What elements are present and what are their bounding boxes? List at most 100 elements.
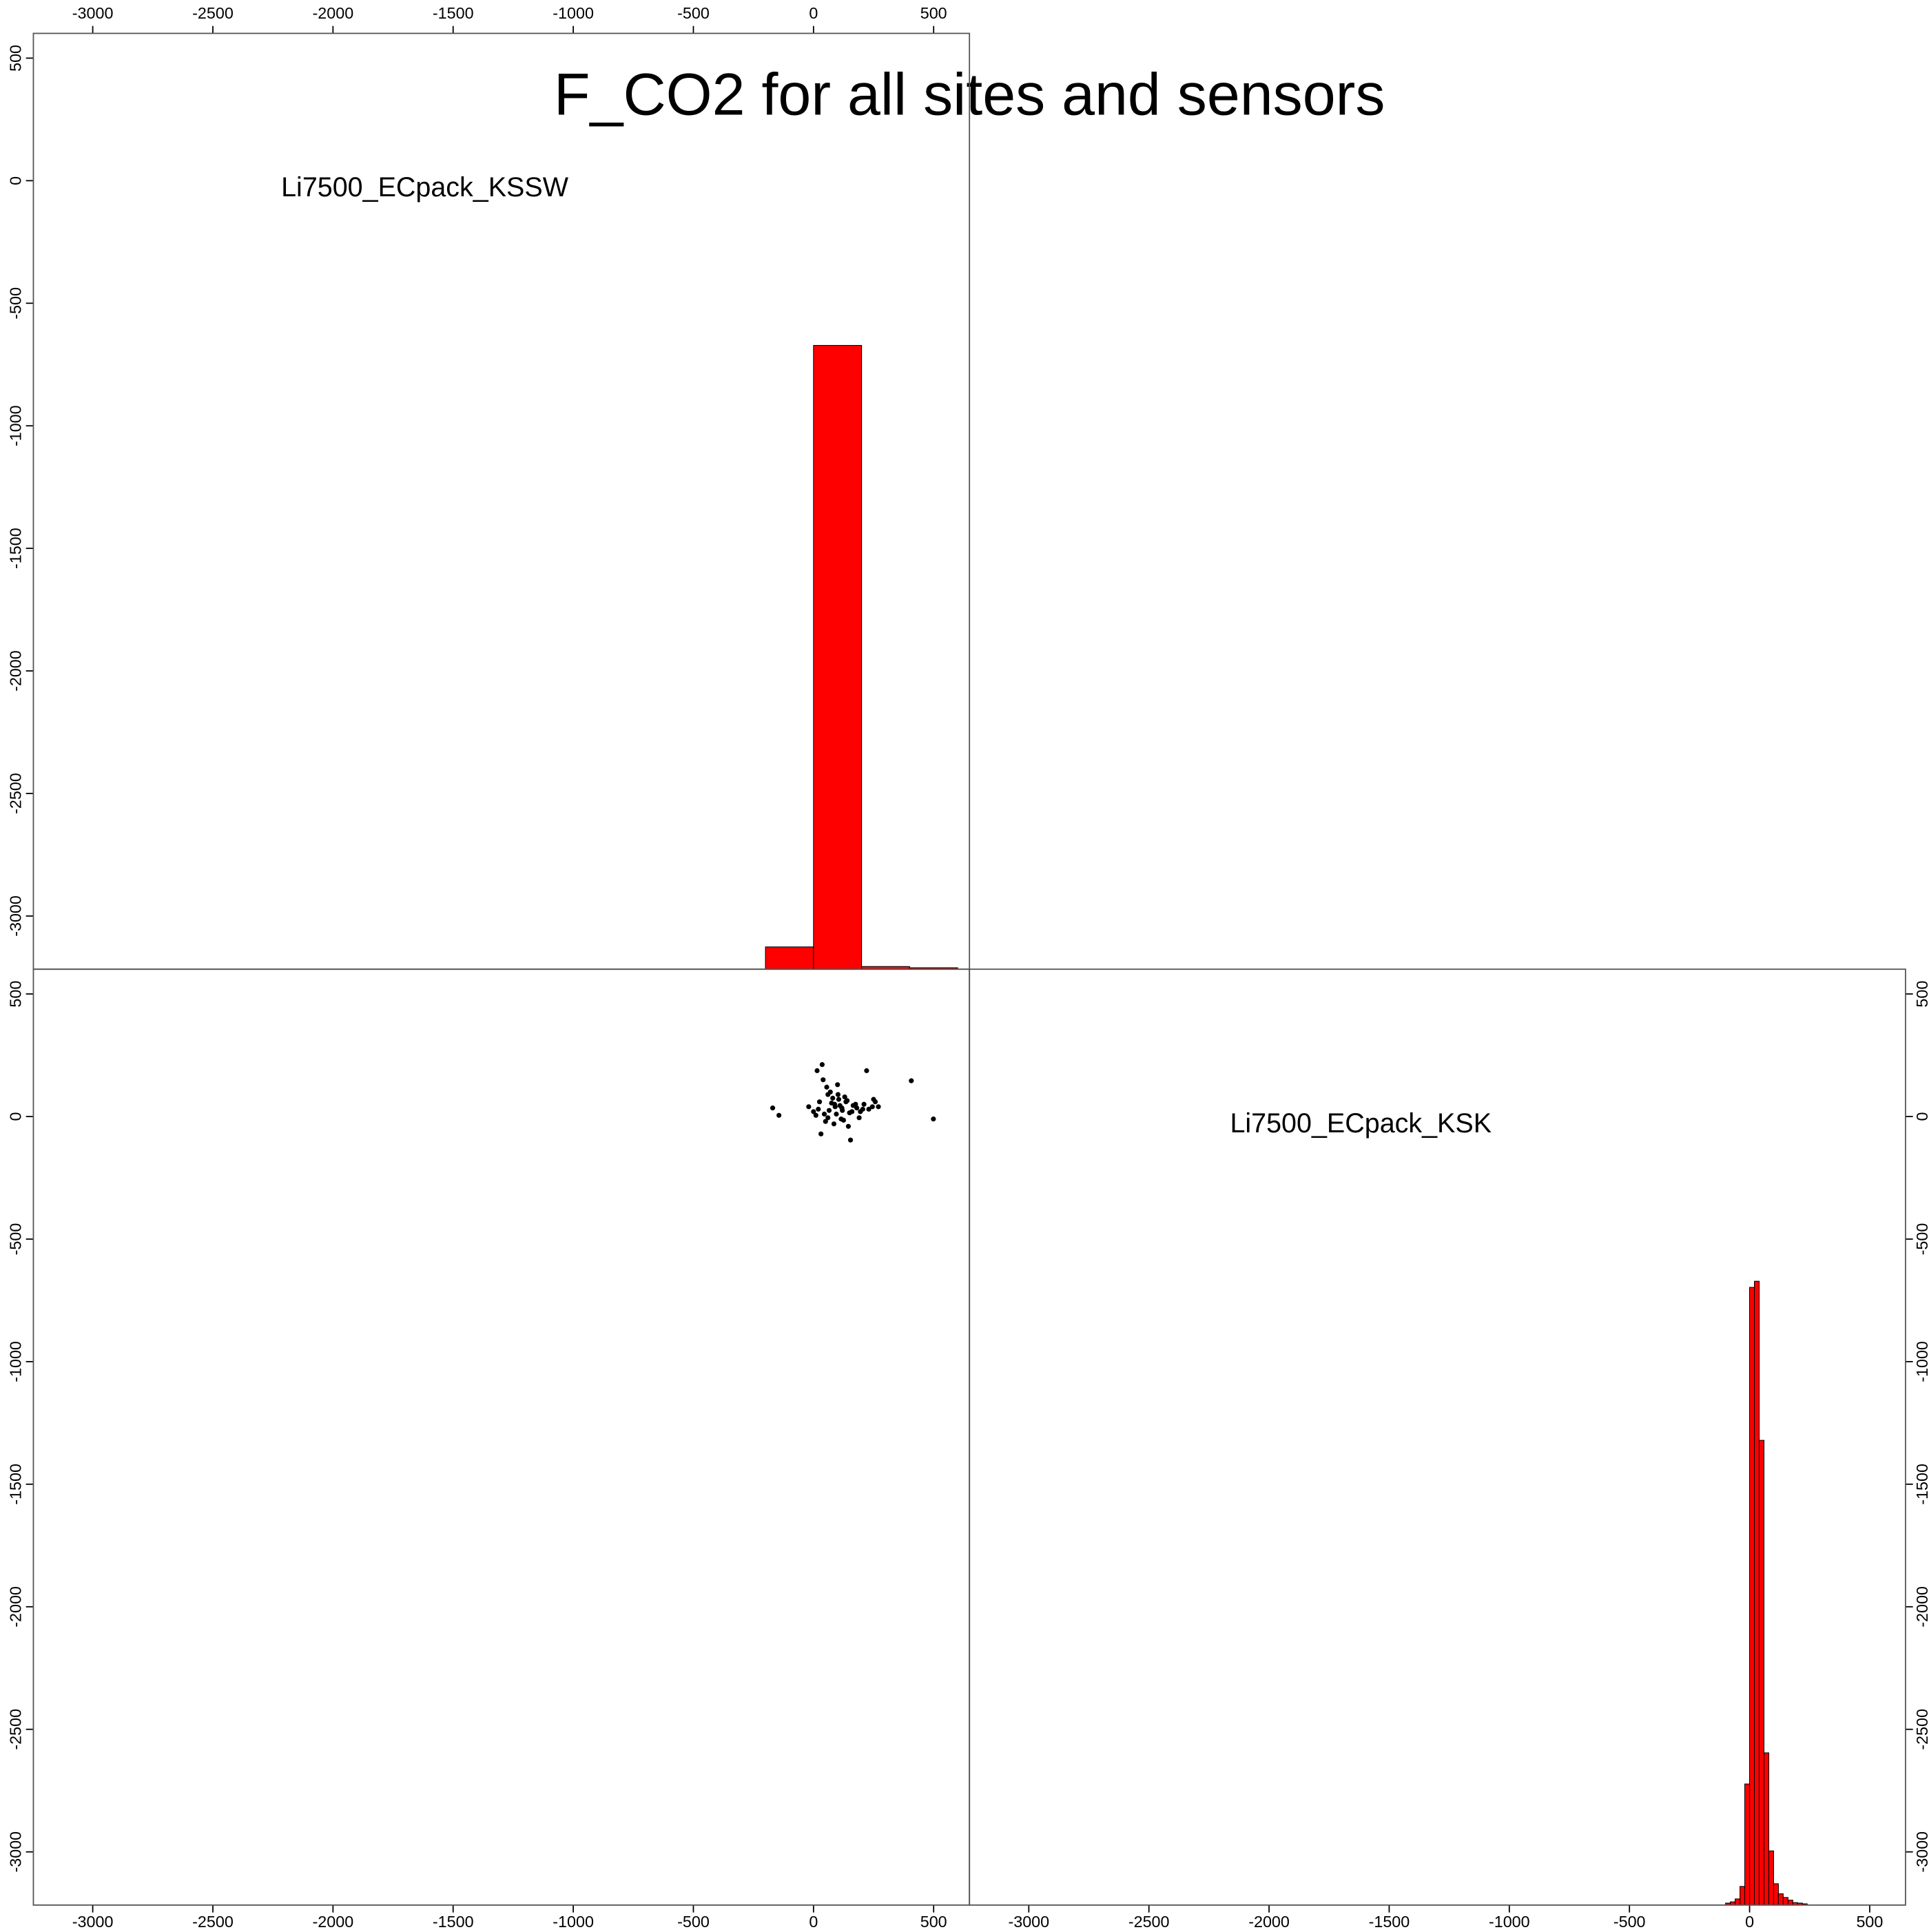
panel-label: Li7500_ECpack_KSSW (281, 172, 569, 202)
y-tick-label: -2500 (7, 1709, 25, 1750)
y-tick-label: 500 (1913, 981, 1929, 1008)
bar (1740, 1886, 1746, 1906)
point (811, 1109, 816, 1114)
y-tick-label: -1000 (7, 1341, 25, 1382)
point (823, 1119, 828, 1124)
point (814, 1068, 820, 1074)
point (827, 1089, 833, 1095)
point (821, 1111, 827, 1117)
x-tick-label: -500 (1613, 1913, 1646, 1929)
y-tick-label: 0 (1913, 1112, 1929, 1121)
y-tick-label: -3000 (1913, 1831, 1929, 1873)
point (876, 1104, 881, 1110)
x-tick-label: -1000 (553, 1913, 594, 1929)
x-tick-label: -2000 (313, 4, 354, 22)
point (864, 1068, 869, 1074)
y-tick-label: 500 (7, 45, 25, 72)
x-tick-label: -2500 (192, 4, 234, 22)
point (832, 1101, 838, 1107)
x-tick-label: -1000 (1489, 1913, 1530, 1929)
bar (1787, 1900, 1793, 1906)
bar (1777, 1893, 1784, 1906)
point (869, 1104, 875, 1110)
y-tick-label: -2500 (7, 773, 25, 814)
point (849, 1109, 855, 1114)
point (853, 1101, 858, 1107)
point (816, 1106, 821, 1112)
bar (1768, 1850, 1774, 1906)
x-tick-label: 0 (809, 4, 818, 22)
x-tick-label: -500 (677, 4, 710, 22)
point (770, 1105, 776, 1111)
x-tick-label: -1500 (1369, 1913, 1410, 1929)
x-tick-label: 500 (1856, 1913, 1883, 1929)
x-tick-label: -3000 (72, 1913, 114, 1929)
point (831, 1121, 837, 1127)
y-tick-label: -500 (7, 1223, 25, 1256)
y-tick-label: -2000 (7, 1586, 25, 1628)
x-tick-label: -1500 (433, 1913, 474, 1929)
point (845, 1098, 850, 1103)
point (826, 1108, 832, 1113)
point (839, 1105, 845, 1111)
point (847, 1137, 854, 1143)
x-tick-label: -1500 (433, 4, 474, 22)
point (860, 1106, 865, 1112)
y-tick-label: 0 (7, 176, 25, 185)
point (835, 1092, 841, 1097)
point (824, 1084, 829, 1090)
point (830, 1095, 836, 1101)
bar (1744, 1783, 1751, 1906)
point (861, 1101, 867, 1107)
bar (813, 344, 863, 970)
point (840, 1117, 847, 1123)
x-tick-label: -2500 (192, 1913, 234, 1929)
y-tick-label: -1000 (1913, 1341, 1929, 1382)
bar (1749, 1287, 1755, 1906)
x-tick-label: 0 (809, 1913, 818, 1929)
bar (1758, 1440, 1765, 1906)
bar (1782, 1897, 1788, 1906)
point (825, 1115, 831, 1121)
point (836, 1097, 842, 1102)
y-tick-label: -500 (1913, 1223, 1929, 1256)
point (835, 1082, 840, 1088)
x-tick-label: -3000 (1008, 1913, 1049, 1929)
y-tick-label: -2000 (7, 650, 25, 692)
panel-label: Li7500_ECpack_KSK (1230, 1108, 1492, 1139)
x-tick-label: 500 (920, 4, 947, 22)
y-tick-label: -1000 (7, 405, 25, 446)
x-tick-label: 0 (1745, 1913, 1754, 1929)
point (866, 1106, 871, 1112)
panel-border (969, 968, 1906, 1906)
y-tick-label: 500 (7, 981, 25, 1008)
x-tick-label: -3000 (72, 4, 114, 22)
point (842, 1094, 847, 1100)
y-tick-label: 0 (7, 1112, 25, 1121)
point (806, 1104, 812, 1110)
bar (765, 946, 814, 970)
x-tick-label: 500 (920, 1913, 947, 1929)
point (813, 1112, 818, 1118)
point (871, 1097, 876, 1102)
y-tick-label: -2500 (1913, 1709, 1929, 1750)
y-tick-label: -1500 (7, 528, 25, 569)
point (819, 1062, 825, 1068)
point (909, 1078, 914, 1083)
bar (1735, 1898, 1741, 1906)
bar (1763, 1752, 1769, 1906)
point (818, 1131, 824, 1136)
point (931, 1116, 936, 1122)
x-tick-label: -2000 (313, 1913, 354, 1929)
y-tick-label: -1500 (7, 1464, 25, 1505)
x-tick-label: -2500 (1128, 1913, 1170, 1929)
y-tick-label: -3000 (7, 1831, 25, 1873)
y-tick-label: -3000 (7, 895, 25, 937)
y-tick-label: -1500 (1913, 1464, 1929, 1505)
point (776, 1112, 782, 1118)
point (845, 1123, 852, 1129)
x-tick-label: -1000 (553, 4, 594, 22)
point (856, 1115, 862, 1121)
